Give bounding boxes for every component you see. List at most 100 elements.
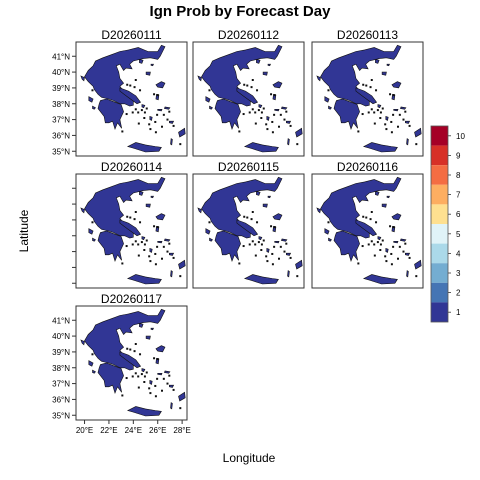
y-tick-label: 37°N bbox=[52, 116, 70, 125]
greece-island-cell bbox=[375, 191, 380, 196]
island-dot bbox=[362, 83, 365, 86]
island-dot bbox=[137, 111, 140, 114]
greece-island-cell bbox=[150, 195, 154, 199]
island-dot bbox=[271, 263, 274, 266]
island-dot bbox=[389, 225, 392, 228]
island-dot bbox=[373, 122, 376, 125]
island-dot bbox=[279, 245, 282, 248]
island-dot bbox=[392, 113, 395, 116]
island-dot bbox=[166, 118, 169, 121]
island-dot bbox=[257, 109, 260, 112]
greece-mainland-cell bbox=[201, 176, 283, 239]
island-dot bbox=[260, 243, 263, 246]
greece-island-cell bbox=[139, 323, 144, 328]
greece-island-cell bbox=[256, 59, 261, 64]
greece-island-cell bbox=[377, 236, 382, 241]
greece-island-cell bbox=[405, 120, 411, 124]
island-dot bbox=[153, 357, 156, 360]
greece-island-cell bbox=[145, 335, 151, 340]
island-dot bbox=[379, 111, 382, 114]
island-dot bbox=[166, 382, 169, 385]
island-dot bbox=[296, 275, 299, 278]
y-tick-label: 41°N bbox=[52, 52, 70, 61]
y-tick-label: 41°N bbox=[52, 316, 70, 325]
island-dot bbox=[260, 117, 263, 119]
island-dot bbox=[156, 358, 159, 361]
island-dot bbox=[131, 375, 134, 378]
y-tick-label: 39°N bbox=[52, 348, 70, 357]
island-dot bbox=[145, 107, 148, 110]
panel-title: D20260111 bbox=[101, 28, 162, 42]
island-dot bbox=[369, 86, 372, 89]
island-dot bbox=[143, 117, 146, 119]
island-dot bbox=[271, 252, 274, 255]
y-tick-label: 36°N bbox=[52, 395, 70, 404]
legend-swatch-9 bbox=[431, 145, 448, 166]
island-dot bbox=[134, 108, 137, 111]
island-dot bbox=[392, 94, 395, 97]
greece-island-cell bbox=[97, 362, 124, 395]
island-dot bbox=[208, 89, 211, 92]
greece-island-cell bbox=[139, 59, 144, 64]
island-dot bbox=[143, 381, 146, 383]
greece-island-cell bbox=[88, 360, 94, 367]
island-dot bbox=[402, 250, 405, 253]
island-dot bbox=[140, 109, 143, 112]
legend-label: 9 bbox=[456, 151, 461, 160]
greece-island-cell bbox=[205, 96, 211, 103]
y-tick-label: 35°N bbox=[52, 411, 70, 420]
island-dot bbox=[373, 111, 376, 114]
island-dot bbox=[390, 120, 393, 123]
island-dot bbox=[156, 226, 159, 229]
island-dot bbox=[121, 130, 124, 133]
legend-swatch-4 bbox=[431, 243, 448, 264]
island-dot bbox=[367, 111, 370, 114]
island-dot bbox=[396, 257, 399, 260]
greece-island-cell bbox=[316, 207, 321, 214]
island-dot bbox=[370, 79, 373, 81]
island-dot bbox=[91, 353, 94, 356]
island-dot bbox=[362, 215, 365, 218]
greece-island-cell bbox=[214, 98, 241, 131]
greece-island-cell bbox=[243, 142, 279, 153]
greece-island-cell bbox=[119, 87, 142, 105]
island-dot bbox=[390, 252, 393, 255]
greece-island-cell bbox=[80, 75, 85, 82]
island-dot bbox=[273, 245, 276, 248]
legend-label: 6 bbox=[456, 210, 461, 219]
greece-island-cell bbox=[126, 406, 162, 417]
panel-frame bbox=[75, 305, 188, 421]
greece-island-cell bbox=[205, 228, 211, 235]
island-dot bbox=[381, 239, 384, 242]
island-dot bbox=[296, 143, 299, 146]
greece-island-cell bbox=[155, 213, 166, 221]
island-dot bbox=[139, 353, 142, 356]
legend-label: 10 bbox=[456, 132, 465, 141]
panel-D20260112: D20260112 bbox=[192, 28, 305, 157]
island-dot bbox=[160, 257, 163, 260]
island-dot bbox=[137, 122, 140, 125]
greece-island-cell bbox=[280, 238, 288, 242]
island-dot bbox=[285, 242, 288, 245]
legend-label: 3 bbox=[456, 269, 461, 278]
greece-island-cell bbox=[92, 105, 96, 110]
greece-island-cell bbox=[149, 115, 153, 121]
greece-island-cell bbox=[155, 81, 166, 89]
panel-title: D20260115 bbox=[218, 160, 279, 174]
island-dot bbox=[125, 113, 128, 116]
greece-island-cell bbox=[88, 96, 94, 103]
island-dot bbox=[277, 125, 280, 128]
island-dot bbox=[390, 131, 393, 134]
greece-island-cell bbox=[150, 63, 154, 67]
greece-island-cell bbox=[274, 109, 280, 112]
island-dot bbox=[156, 245, 159, 248]
legend-swatch-3 bbox=[431, 263, 448, 283]
greece-island-cell bbox=[295, 259, 303, 270]
island-dot bbox=[256, 89, 259, 92]
greece-mainland-cell bbox=[84, 176, 166, 239]
y-tick-label: 40°N bbox=[52, 332, 70, 341]
island-dot bbox=[154, 131, 157, 134]
greece-island-cell bbox=[381, 71, 387, 76]
island-dot bbox=[327, 89, 330, 92]
y-tick-label: 40°N bbox=[52, 68, 70, 77]
